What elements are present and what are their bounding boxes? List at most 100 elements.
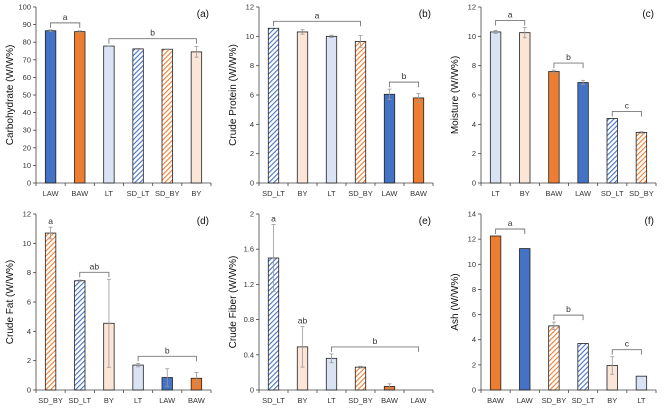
significance-label: a: [508, 218, 513, 228]
x-tick-label: LAW: [411, 396, 428, 405]
y-tick-label: 8: [472, 61, 476, 70]
y-tick-label: 4: [27, 327, 31, 336]
significance-bracket: [611, 111, 642, 117]
y-tick-label: 10: [468, 260, 476, 269]
y-tick-label: 90: [23, 20, 31, 29]
y-tick-label: 2: [250, 210, 254, 219]
chart-svg: 0 2 4 6 8 10 12 Moisture (W/W%) (c) LT BY BAW LAW SD_…: [450, 3, 657, 198]
bar-law: [519, 248, 531, 391]
x-tick-label: BAW: [71, 189, 89, 198]
bar-lt: [489, 31, 502, 184]
bar-lt: [325, 35, 338, 184]
x-tick-label: LT: [637, 396, 646, 405]
significance-label: b: [566, 304, 571, 314]
panel-label: (c): [642, 9, 654, 20]
significance-label: b: [150, 28, 155, 38]
y-tick-label: 0: [472, 386, 476, 395]
x-tick-label: BAW: [487, 396, 505, 405]
significance-label: b: [402, 71, 407, 81]
x-tick-label: BAW: [381, 396, 399, 405]
x-tick-label: LT: [327, 396, 336, 405]
y-tick-label: 80: [23, 38, 31, 47]
y-tick-label: 2: [250, 149, 254, 158]
x-tick-label: LT: [134, 396, 143, 405]
x-tick-label: SD_BY: [38, 396, 63, 405]
panel-f: 0 2 4 6 8 10 12 14 Ash (W/W%) (f) BAW LAW SD_BY SD_LT…: [445, 207, 668, 414]
significance-bracket: [553, 62, 584, 69]
bar-sd-lt: [132, 48, 144, 184]
y-tick-label: 1.2: [244, 280, 254, 289]
y-tick-label: 2: [472, 149, 476, 158]
y-axis-title: Moisture (W/W%): [450, 56, 461, 134]
y-tick-label: 4: [472, 335, 476, 344]
x-tick-label: LT: [105, 189, 114, 198]
bar-lt: [635, 375, 648, 391]
bar-sd-lt: [577, 343, 589, 391]
y-tick-label: 0: [27, 179, 31, 188]
bar-law: [383, 93, 396, 184]
x-tick-label: LAW: [382, 189, 399, 198]
x-tick-label: SD_LT: [572, 396, 595, 405]
x-tick-label: LT: [491, 189, 500, 198]
y-tick-label: 6: [250, 91, 254, 100]
significance-bracket: [611, 349, 642, 355]
bar-baw: [74, 31, 86, 184]
y-tick-label: 50: [23, 91, 31, 100]
y-tick-label: 12: [468, 235, 476, 244]
x-tick-label: SD_BY: [348, 189, 373, 198]
significance-label: b: [373, 336, 378, 346]
x-tick-label: LAW: [159, 396, 176, 405]
bar-sd-by: [161, 48, 173, 184]
x-tick-label: BY: [297, 189, 307, 198]
x-tick-label: SD_LT: [68, 396, 91, 405]
y-tick-label: 0.4: [244, 350, 254, 359]
y-tick-label: 60: [23, 73, 31, 82]
y-tick-label: 1.6: [244, 245, 254, 254]
x-tick-label: SD_LT: [127, 189, 150, 198]
y-tick-label: 8: [250, 61, 254, 70]
bar-baw: [548, 71, 560, 184]
panel-d: 0 2 4 6 8 10 12 Crude Fat (W/W%) (d) SD_BY SD_LT BY…: [0, 207, 223, 414]
panel-c: 0 2 4 6 8 10 12 Moisture (W/W%) (c) LT BY BAW LAW SD_…: [445, 0, 668, 207]
y-tick-label: 2: [27, 356, 31, 365]
significance-bracket: [495, 20, 526, 26]
significance-bracket: [273, 20, 361, 27]
y-tick-label: 4: [472, 120, 476, 129]
x-tick-label: BAW: [546, 189, 564, 198]
y-tick-label: 8: [472, 285, 476, 294]
bar-baw: [489, 235, 502, 391]
significance-label: a: [508, 10, 513, 20]
y-tick-label: 14: [468, 210, 476, 219]
bar-by: [296, 31, 309, 184]
panel-e: 0 0.4 0.8 1.2 1.6 2 Crude Fiber (W/W%) (e) SD_LT…: [223, 207, 445, 414]
y-tick-label: 0.8: [244, 315, 254, 324]
y-tick-label: 0: [250, 179, 254, 188]
panel-a: 0 10 20 30 40 50 60 70 80 90 100 Carbohydrate (W/W%…: [0, 0, 223, 207]
x-tick-label: SD_LT: [262, 189, 285, 198]
y-tick-label: 20: [23, 143, 31, 152]
significance-bracket: [108, 38, 197, 44]
bar-by: [519, 32, 531, 184]
x-tick-label: LAW: [517, 396, 534, 405]
y-tick-label: 6: [27, 298, 31, 307]
x-tick-label: BAW: [410, 189, 428, 198]
chart-svg: 0 2 4 6 8 10 12 Crude Fat (W/W%) (d) SD_BY SD_LT BY…: [5, 210, 212, 405]
panel-label: (a): [197, 9, 209, 20]
panel-label: (b): [419, 9, 431, 20]
y-axis-title: Crude Fat (W/W%): [5, 260, 16, 344]
bar-sd-by: [354, 366, 367, 391]
bar-sd-by: [635, 131, 648, 184]
y-tick-label: 100: [18, 3, 31, 12]
bar-law: [44, 30, 57, 184]
significance-label: ab: [90, 261, 100, 271]
y-axis-title: Crude Fiber (W/W%): [228, 256, 239, 349]
x-tick-label: SD_LT: [262, 396, 285, 405]
chart-svg: 0 2 4 6 8 10 12 Crude Protein (W/W%) (b) SD_LT BY L…: [228, 3, 434, 198]
y-tick-label: 10: [468, 32, 476, 41]
significance-bracket: [331, 346, 419, 352]
bar-law: [577, 82, 589, 184]
x-tick-label: BY: [104, 396, 114, 405]
chart-svg: 0 0.4 0.8 1.2 1.6 2 Crude Fiber (W/W%) (e) SD_LT…: [228, 210, 434, 405]
significance-bracket: [553, 314, 584, 321]
